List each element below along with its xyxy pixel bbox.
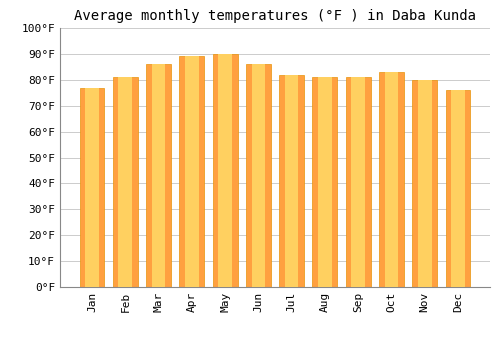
- Bar: [346, 77, 370, 287]
- Bar: [279, 75, 304, 287]
- Bar: [212, 54, 238, 287]
- Bar: [451, 90, 465, 287]
- Bar: [379, 72, 404, 287]
- Bar: [285, 75, 298, 287]
- Bar: [146, 64, 171, 287]
- Bar: [252, 64, 265, 287]
- Bar: [318, 77, 332, 287]
- Bar: [113, 77, 138, 287]
- Bar: [446, 90, 470, 287]
- Bar: [152, 64, 166, 287]
- Bar: [180, 56, 204, 287]
- Bar: [412, 80, 437, 287]
- Bar: [418, 80, 432, 287]
- Bar: [384, 72, 398, 287]
- Bar: [218, 54, 232, 287]
- Bar: [185, 56, 198, 287]
- Bar: [80, 88, 104, 287]
- Bar: [118, 77, 132, 287]
- Title: Average monthly temperatures (°F ) in Daba Kunda: Average monthly temperatures (°F ) in Da…: [74, 9, 476, 23]
- Bar: [246, 64, 271, 287]
- Bar: [352, 77, 365, 287]
- Bar: [85, 88, 99, 287]
- Bar: [312, 77, 338, 287]
